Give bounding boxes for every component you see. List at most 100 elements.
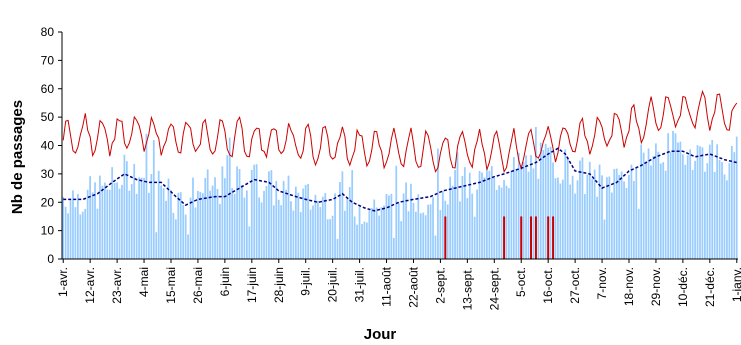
bar: [133, 164, 136, 259]
bar: [297, 192, 300, 259]
bar: [201, 193, 204, 259]
bar: [542, 149, 545, 259]
bar: [353, 216, 356, 259]
bar: [728, 163, 731, 259]
bar: [255, 164, 258, 259]
bar: [184, 214, 187, 259]
bar: [699, 146, 701, 259]
bar: [304, 184, 307, 259]
bar: [79, 214, 82, 259]
bar: [268, 171, 270, 259]
bar: [339, 182, 341, 259]
bar: [194, 207, 197, 259]
bar: [422, 212, 425, 259]
bar: [640, 144, 643, 259]
bar: [537, 178, 540, 259]
bar: [108, 189, 111, 259]
bar: [544, 143, 547, 259]
bar: [679, 141, 682, 259]
bar: [434, 235, 437, 259]
bar: [424, 215, 427, 259]
bar: [476, 189, 478, 259]
bar: [265, 186, 268, 259]
x-tick-label: 26-mai: [191, 267, 205, 304]
bar: [427, 204, 429, 259]
bar: [686, 155, 689, 259]
bar: [566, 157, 569, 259]
bar: [552, 162, 554, 259]
bar: [564, 149, 567, 259]
bar: [615, 168, 618, 259]
bar: [258, 197, 260, 259]
bar: [62, 196, 65, 259]
bar: [598, 164, 601, 259]
bar: [574, 193, 576, 259]
bar: [331, 215, 334, 259]
bar: [701, 147, 704, 259]
bar: [263, 190, 265, 259]
bar: [361, 223, 363, 259]
bar: [613, 168, 616, 259]
bar: [160, 185, 163, 259]
bar: [417, 194, 420, 259]
bar: [657, 151, 660, 259]
bar: [346, 198, 349, 259]
bar: [591, 178, 594, 259]
bar: [233, 193, 236, 259]
bar: [130, 183, 133, 259]
bar: [672, 130, 674, 259]
x-tick-label: 23-avr.: [110, 267, 124, 304]
bar: [197, 190, 199, 259]
bar: [713, 171, 716, 259]
bar-series: [62, 127, 738, 259]
x-tick-label: 20-juil.: [326, 267, 340, 302]
bar: [662, 162, 665, 259]
bar: [84, 208, 87, 259]
bar: [726, 180, 728, 259]
bar: [321, 196, 324, 259]
bar: [187, 234, 189, 259]
bar: [343, 210, 346, 259]
bar: [723, 174, 726, 259]
x-tick-label: 7-nov.: [595, 267, 609, 299]
bar: [583, 194, 586, 259]
bar: [309, 209, 312, 259]
x-tick-label: 27-oct.: [568, 267, 582, 304]
bar: [684, 164, 687, 259]
x-tick-label: 17-juin: [245, 267, 259, 303]
series-line: [62, 89, 738, 173]
bar: [143, 177, 145, 259]
bar: [287, 175, 290, 259]
bar: [459, 201, 461, 259]
x-tick-label: 31-juil.: [353, 267, 367, 302]
bar: [294, 186, 297, 259]
bar: [410, 183, 412, 259]
bar: [69, 200, 72, 259]
bar: [326, 219, 329, 259]
bar: [383, 205, 385, 259]
bar: [586, 174, 589, 259]
bar: [223, 178, 226, 259]
bar: [228, 137, 231, 259]
bar: [559, 183, 562, 259]
bar: [510, 170, 513, 259]
bar: [437, 148, 439, 259]
bar: [243, 197, 246, 259]
bar: [512, 157, 515, 259]
bar: [170, 190, 172, 259]
x-tick-label: 1-avr.: [56, 267, 70, 297]
bar: [221, 166, 224, 259]
bar: [260, 202, 263, 259]
bar: [148, 192, 150, 259]
bar: [735, 136, 738, 259]
bar: [414, 211, 417, 259]
bar: [214, 177, 216, 259]
bar: [527, 171, 530, 259]
bar: [245, 190, 248, 259]
x-tick-label: 22-août: [406, 266, 420, 307]
bar: [642, 152, 645, 259]
y-tick-label: 20: [41, 195, 55, 209]
x-tick-label: 2-sept.: [433, 267, 447, 304]
bar: [498, 185, 501, 259]
